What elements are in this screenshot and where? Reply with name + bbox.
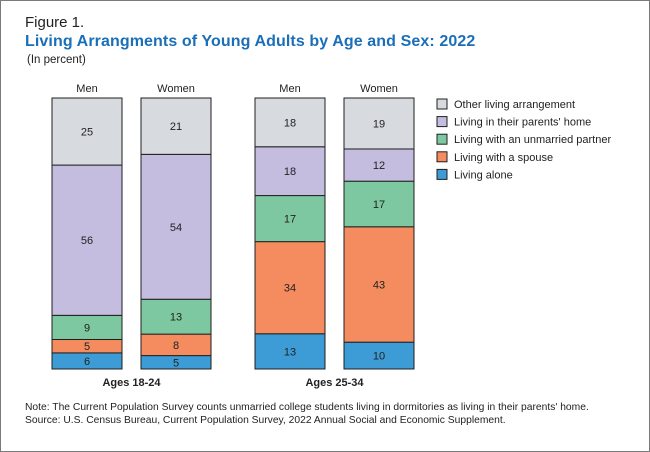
data-label: 8 bbox=[173, 340, 179, 352]
data-label: 17 bbox=[284, 214, 296, 226]
data-label: 18 bbox=[284, 166, 296, 178]
bar-segment bbox=[140, 153, 212, 300]
legend-label: Living with a spouse bbox=[454, 152, 553, 164]
bar-segment bbox=[51, 164, 123, 316]
data-label: 43 bbox=[373, 279, 385, 291]
data-label: 5 bbox=[173, 357, 179, 369]
bar-segment bbox=[254, 195, 326, 243]
data-label: 56 bbox=[81, 235, 93, 247]
note-text: Note: The Current Population Survey coun… bbox=[25, 402, 589, 413]
bar-segment bbox=[343, 148, 415, 182]
bar-segment bbox=[343, 226, 415, 343]
bar-segment bbox=[343, 180, 415, 228]
chart-subtitle: (In percent) bbox=[27, 54, 86, 66]
bar-segment bbox=[140, 298, 212, 335]
data-label: 25 bbox=[81, 127, 93, 139]
data-label: 34 bbox=[284, 283, 296, 295]
source-text: Source: U.S. Census Bureau, Current Popu… bbox=[25, 414, 506, 426]
category-label: Women bbox=[157, 83, 195, 95]
bar-segment bbox=[254, 146, 326, 197]
data-label: 18 bbox=[284, 117, 296, 129]
data-label: 21 bbox=[170, 121, 182, 133]
data-label: 5 bbox=[84, 341, 90, 353]
legend-label: Living in their parents' home bbox=[454, 117, 591, 129]
category-label: Women bbox=[360, 83, 398, 95]
chart-title: Living Arrangments of Young Adults by Ag… bbox=[25, 33, 476, 50]
bar-segment bbox=[254, 97, 326, 148]
data-label: 19 bbox=[373, 118, 385, 130]
category-label: Men bbox=[279, 83, 300, 95]
group-label: Ages 18-24 bbox=[102, 377, 161, 389]
legend-label: Living with an unmarried partner bbox=[454, 134, 611, 146]
data-label: 12 bbox=[373, 160, 385, 172]
figure-label: Figure 1. bbox=[25, 14, 85, 31]
bar-segment bbox=[254, 241, 326, 335]
group-label: Ages 25-34 bbox=[305, 377, 364, 389]
legend-swatch bbox=[436, 133, 448, 145]
category-label: Men bbox=[76, 83, 97, 95]
legend-swatch bbox=[436, 98, 448, 110]
bar-segment bbox=[343, 97, 415, 150]
data-label: 13 bbox=[170, 312, 182, 324]
bar-segment bbox=[51, 314, 123, 340]
bar-segment bbox=[343, 341, 415, 370]
stacked-bar-chart: 6 5 9 56 25 Men 5 8 13 54 21 Women 13 34 17 18 18 Men 10 43… bbox=[51, 83, 611, 389]
chart-notes: Note: The Current Population Survey coun… bbox=[25, 402, 625, 427]
bar-segment bbox=[140, 97, 212, 155]
data-label: 13 bbox=[284, 346, 296, 358]
data-label: 9 bbox=[84, 322, 90, 334]
bar-segment bbox=[51, 97, 123, 166]
legend-swatch bbox=[436, 151, 448, 163]
bar-segment bbox=[254, 333, 326, 370]
legend-label: Other living arrangement bbox=[454, 99, 575, 111]
data-label: 10 bbox=[373, 351, 385, 363]
legend-swatch bbox=[436, 116, 448, 128]
data-label: 54 bbox=[170, 222, 182, 234]
legend-label: Living alone bbox=[454, 169, 513, 181]
data-label: 6 bbox=[84, 356, 90, 368]
legend-swatch bbox=[436, 168, 448, 180]
data-label: 17 bbox=[373, 199, 385, 211]
